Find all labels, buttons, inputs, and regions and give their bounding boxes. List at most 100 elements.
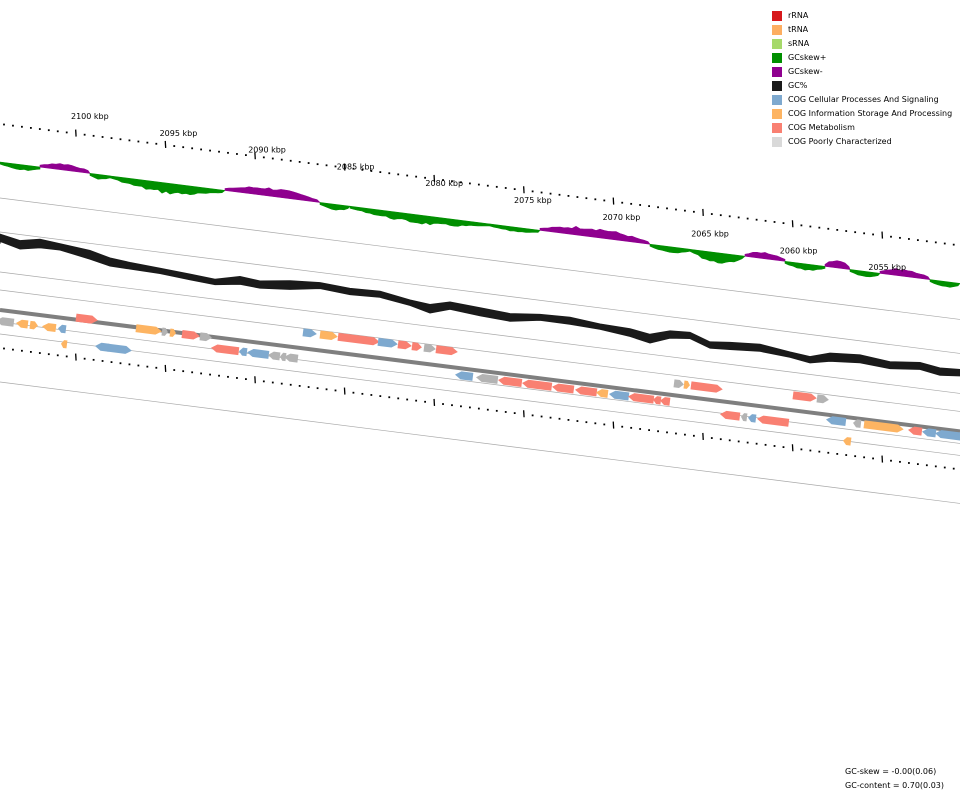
track-guide-line [0,321,960,444]
scale-minor-tick [925,464,928,467]
gc-skew-segment [39,163,91,174]
legend-swatch [772,123,782,133]
scale-minor-tick [101,360,104,362]
scale-minor-tick [38,352,41,354]
scale-minor-tick [934,241,937,244]
scale-minor-tick [65,131,68,134]
gene-feature-arrow [247,348,270,359]
gene-feature-arrow [268,351,281,361]
scale-minor-tick [12,124,14,127]
scale-minor-tick [692,434,695,437]
scale-minor-tick [262,156,265,159]
legend-swatch [772,137,782,147]
gene-feature-arrow [720,410,741,421]
outer-scale-ticks [3,123,955,246]
scale-minor-tick [397,397,400,400]
scale-minor-tick [603,199,606,202]
legend-item: COG Metabolism [772,121,952,135]
scale-minor-tick [289,159,292,162]
scale-minor-tick [307,386,310,388]
gene-feature-arrow [42,323,57,333]
legend-swatch [772,25,782,35]
scale-minor-tick [728,439,731,442]
scale-minor-tick [621,201,624,204]
scale-minor-tick [594,422,597,425]
gene-feature-arrow [628,393,655,404]
legend-swatch [772,67,782,77]
scale-minor-tick [406,174,409,177]
scale-minor-tick [934,465,937,468]
scale-minor-tick [809,449,812,452]
gene-feature-arrow [922,428,937,438]
scale-minor-tick [925,240,928,243]
scale-minor-tick [952,243,955,246]
scale-minor-tick [442,179,444,181]
scale-tick-label: 2065 kbp [691,230,729,239]
scale-minor-tick [155,142,158,145]
gene-feature-arrow [411,342,422,351]
track-guide-line [0,197,960,320]
scale-minor-tick [486,184,489,187]
legend-item: COG Poorly Characterized [772,135,952,149]
scale-minor-tick [352,167,355,170]
scale-minor-tick [486,408,489,411]
scale-minor-tick [872,233,874,236]
scale-minor-tick [719,214,722,217]
scale-tick-label: 2055 kbp [868,263,906,272]
scale-minor-tick [549,416,552,419]
scale-minor-tick [531,414,534,417]
scale-minor-tick [594,198,597,201]
scale-minor-tick [916,463,919,466]
scale-minor-tick [504,187,507,189]
legend-swatch [772,11,782,21]
scale-minor-tick [800,448,803,451]
legend-swatch [772,39,782,49]
scale-minor-tick [236,377,238,379]
scale-minor-tick [361,392,364,395]
scale-minor-tick [415,399,418,402]
genome-statistics: GC-skew = -0.00(0.06) GC-content = 0.70(… [845,765,944,793]
gc-skew-stat: GC-skew = -0.00(0.06) [845,767,937,776]
scale-minor-tick [943,242,946,245]
scale-minor-tick [836,229,839,231]
scale-minor-tick [38,128,41,130]
scale-minor-tick [370,394,373,396]
scale-minor-tick [818,226,821,229]
scale-minor-tick [666,207,668,210]
scale-minor-tick [325,388,328,391]
legend-item: COG Cellular Processes And Signaling [772,93,952,107]
gc-skew-segment [649,243,691,254]
gene-feature-arrow [280,352,287,362]
gc-skew-segment [784,260,826,271]
scale-minor-tick [47,129,50,132]
gene-feature-arrow [816,394,829,404]
scale-minor-tick [540,191,543,194]
gene-feature-arrow [522,379,553,391]
legend-label: COG Cellular Processes And Signaling [788,95,939,104]
scale-minor-tick [56,130,59,133]
scale-minor-tick [307,162,310,164]
gene-feature-arrow [377,337,398,348]
scale-minor-tick [3,123,5,126]
gene-feature-arrow [690,381,723,393]
legend-item: GC% [772,79,952,93]
legend-item: sRNA [772,37,952,51]
scale-minor-tick [477,407,480,410]
cog-feature-track [0,313,960,446]
scale-minor-tick [908,238,910,240]
scale-minor-tick [468,406,471,409]
scale-minor-tick [227,151,229,154]
scale-minor-tick [773,445,776,447]
scale-minor-tick [719,438,722,441]
scale-minor-tick [755,442,758,445]
gene-feature-arrow [29,320,38,330]
legend-item: GCskew+ [772,51,952,65]
scale-minor-tick [854,231,857,234]
scale-minor-tick [92,358,95,361]
scale-minor-tick [21,349,23,352]
scale-minor-tick [737,216,740,219]
scale-minor-tick [155,366,158,369]
gene-feature-arrow [863,420,904,433]
scale-minor-tick [764,443,767,446]
scale-minor-tick [567,195,570,197]
